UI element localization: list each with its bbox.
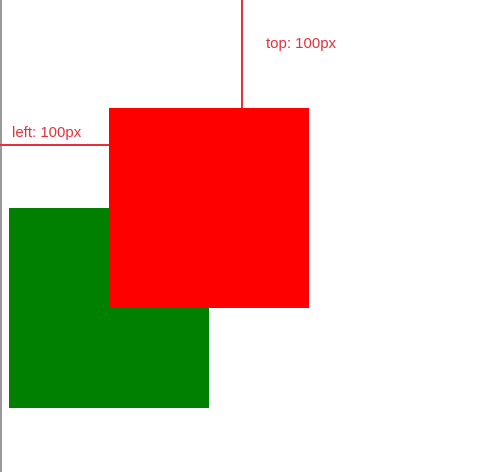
left-offset-guide-line bbox=[0, 144, 109, 146]
red-box bbox=[109, 108, 309, 308]
left-offset-label: left: 100px bbox=[12, 124, 82, 141]
left-edge-line bbox=[0, 0, 2, 472]
top-offset-label: top: 100px bbox=[266, 35, 337, 52]
top-offset-guide-line bbox=[241, 0, 243, 108]
